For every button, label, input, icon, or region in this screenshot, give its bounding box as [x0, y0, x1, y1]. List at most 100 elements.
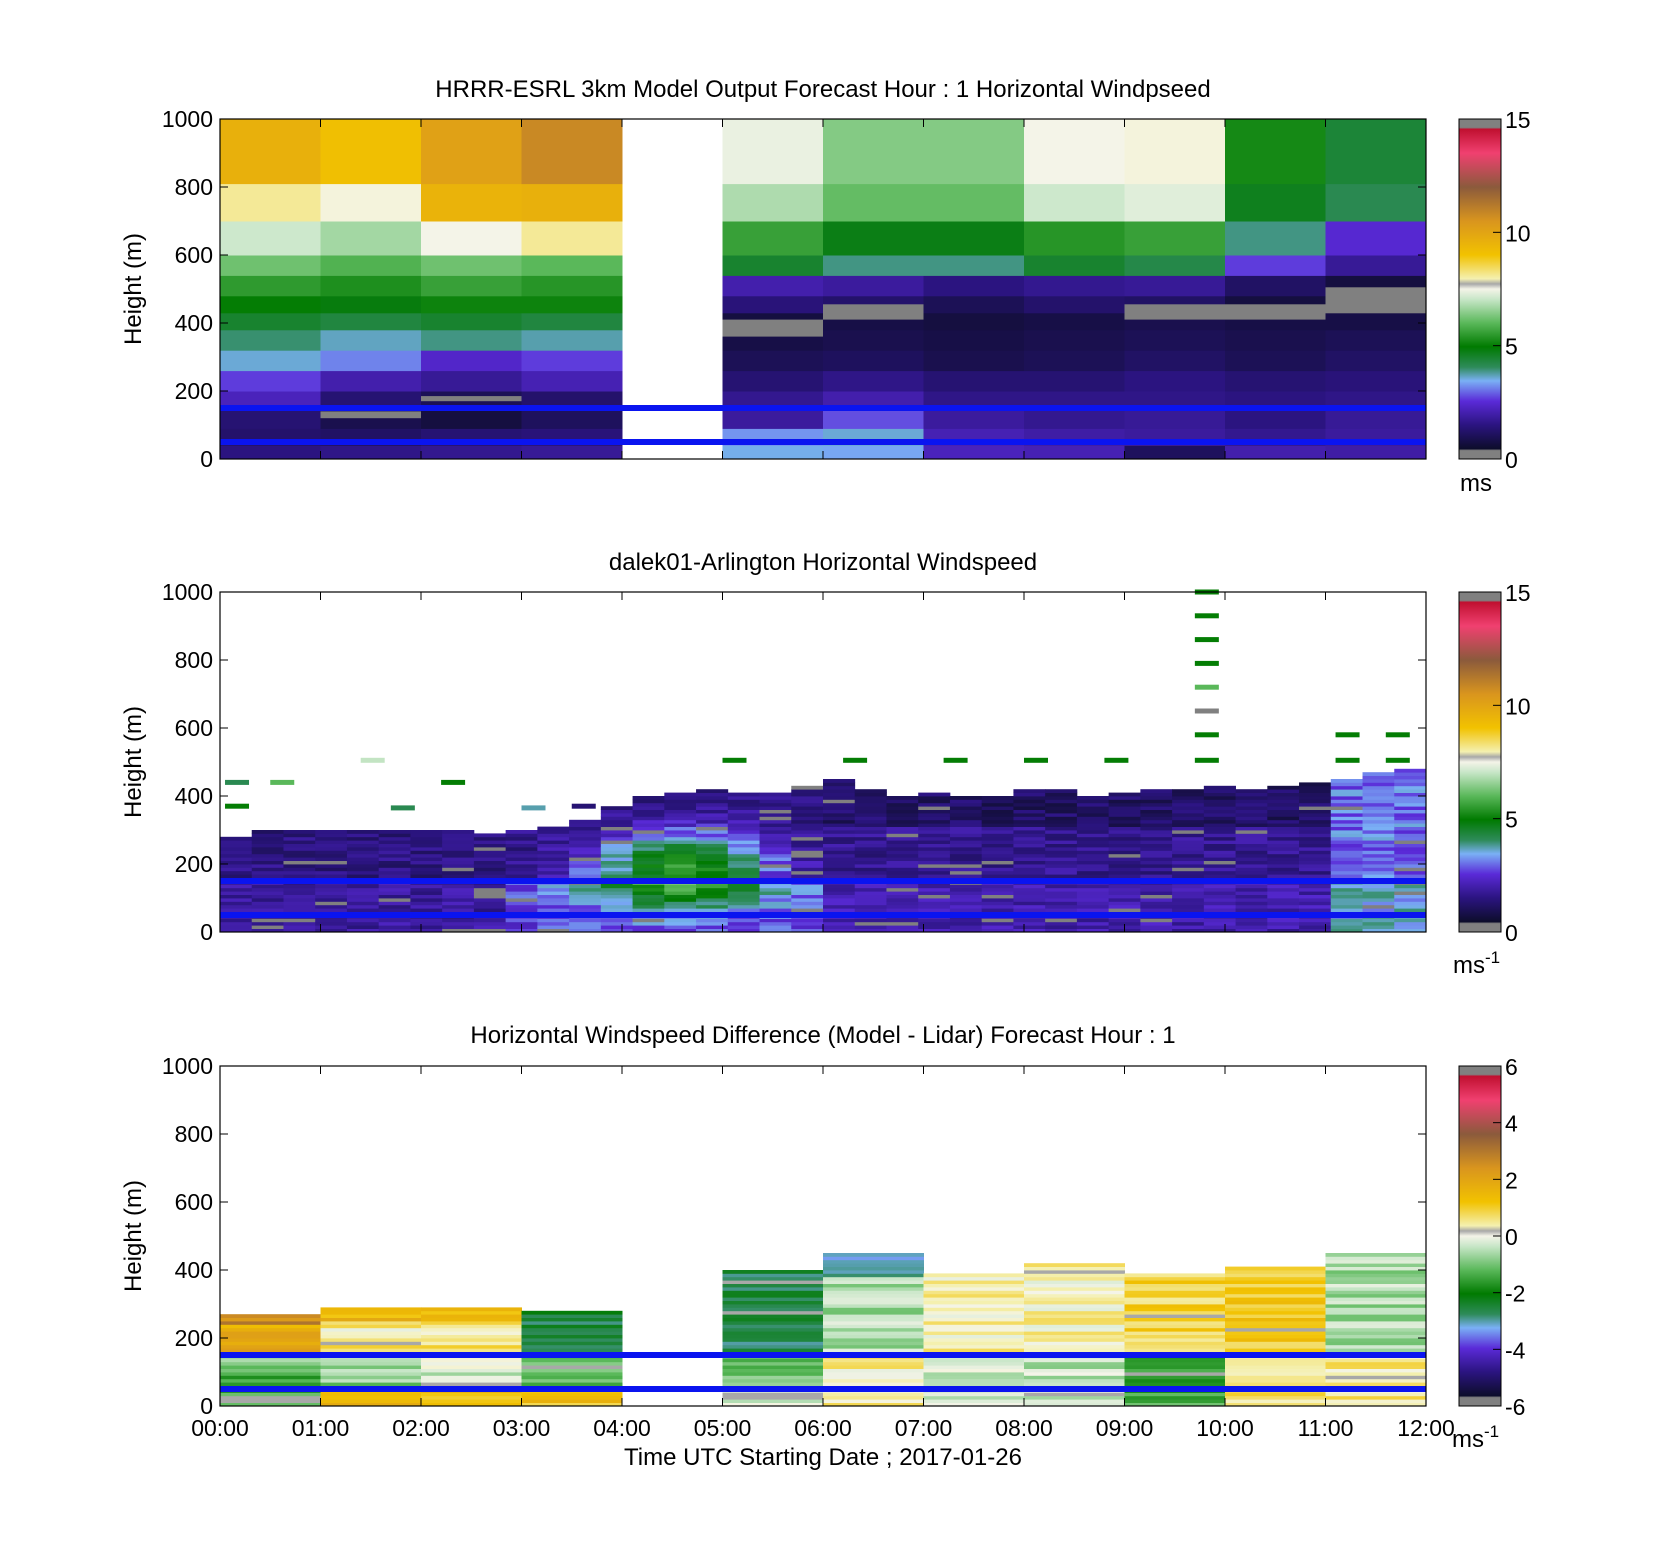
heatmap-cell [1124, 1392, 1226, 1397]
heatmap-cell [727, 894, 760, 899]
heatmap-cell [1235, 894, 1268, 899]
heatmap-cell [220, 1331, 321, 1335]
heatmap-cell [854, 819, 887, 824]
heatmap-cell [918, 857, 951, 861]
heatmap-cell [1124, 1304, 1226, 1308]
heatmap-cell [320, 1310, 422, 1315]
heatmap-cell [1299, 874, 1332, 878]
heatmap-cell [1267, 840, 1300, 844]
heatmap-cell [1124, 1344, 1226, 1349]
heatmap-cell [1076, 819, 1110, 824]
heatmap-cell [1108, 843, 1141, 848]
heatmap-cell [759, 836, 792, 841]
heatmap-cell [696, 847, 729, 851]
heatmap-cell [664, 928, 697, 933]
heatmap-cell [791, 874, 824, 878]
heatmap-cell [1225, 1399, 1326, 1403]
heatmap-cell [320, 1395, 422, 1400]
heatmap-cell [886, 921, 919, 926]
heatmap-cell [923, 1348, 1025, 1352]
heatmap-cell [1172, 918, 1205, 923]
heatmap-cell [696, 925, 729, 929]
heatmap-cell [1076, 830, 1110, 834]
heatmap-cell [220, 1314, 321, 1318]
heatmap-cell [346, 853, 380, 858]
heatmap-cell [1172, 830, 1205, 834]
heatmap-cell [886, 799, 919, 804]
heatmap-cell [521, 1392, 623, 1397]
heatmap-cell [886, 833, 919, 838]
heatmap-cell [220, 1358, 321, 1363]
heatmap-cell [442, 830, 475, 834]
heatmap-cell [664, 864, 697, 868]
heatmap-cell [1325, 1372, 1427, 1376]
heatmap-cell [1124, 1365, 1226, 1369]
heatmap-cell [823, 850, 856, 855]
heatmap-cell [1299, 867, 1332, 872]
heatmap-cell [664, 813, 697, 817]
heatmap-cell [1203, 867, 1236, 872]
heatmap-cell [923, 255, 1025, 276]
heatmap-cell [1124, 1331, 1226, 1335]
colorbar-gradient [1458, 118, 1502, 460]
heatmap-cell [981, 928, 1014, 933]
heatmap-cell [1325, 1327, 1427, 1332]
heatmap-cell [251, 843, 284, 848]
heatmap-cell [854, 830, 887, 834]
heatmap-cell [220, 870, 253, 875]
heatmap-cell [1045, 928, 1078, 933]
heatmap-cell [1267, 802, 1300, 807]
heatmap-cell [1330, 908, 1363, 912]
heatmap-cell [320, 255, 422, 276]
sparse-return [1024, 757, 1048, 763]
heatmap-cell [1267, 826, 1300, 831]
heatmap-cell [1325, 1334, 1427, 1339]
heatmap-cell [1203, 857, 1236, 861]
heatmap-cell [537, 864, 570, 868]
heatmap-cell [1225, 1300, 1326, 1305]
heatmap-cell [505, 853, 538, 858]
heatmap-cell [1235, 816, 1268, 821]
missing-cell [1124, 304, 1225, 320]
heatmap-cell [696, 891, 729, 895]
heatmap-cell [722, 1314, 824, 1318]
heatmap-cell [791, 884, 824, 889]
heatmap-cell [632, 864, 665, 868]
heatmap-cell [346, 908, 380, 912]
heatmap-cell [537, 874, 570, 878]
heatmap-cell [346, 870, 380, 875]
heatmap-cell [1203, 898, 1236, 902]
heatmap-cell [918, 860, 951, 865]
heatmap-cell [918, 806, 951, 810]
heatmap-cell [251, 887, 284, 892]
heatmap-cell [1325, 1402, 1427, 1407]
heatmap-cell [378, 928, 411, 933]
heatmap-cell [315, 836, 348, 841]
heatmap-cell [823, 1327, 924, 1332]
heatmap-cell [823, 901, 856, 906]
heatmap-cell [1140, 840, 1173, 844]
heatmap-cell [1203, 826, 1236, 831]
heatmap-cell [791, 870, 824, 875]
heatmap-cell [722, 1392, 824, 1397]
heatmap-cell [283, 833, 316, 838]
heatmap-cell [283, 870, 316, 875]
heatmap-cell [421, 1324, 522, 1329]
heatmap-cell [1124, 1314, 1226, 1318]
heatmap-cell [722, 1368, 824, 1373]
heatmap-cell [854, 921, 887, 926]
heatmap-cell [1299, 891, 1332, 895]
heatmap-cell [918, 874, 951, 878]
heatmap-cell [696, 908, 729, 912]
heatmap-cell [823, 823, 856, 827]
heatmap-cell [918, 904, 951, 909]
heatmap-cell [1225, 1297, 1326, 1301]
sparse-return [1104, 757, 1129, 763]
heatmap-cell [1299, 921, 1332, 926]
heatmap-cell [696, 884, 729, 889]
heatmap-cell [759, 799, 792, 804]
heatmap-cell [823, 1297, 924, 1301]
heatmap-cell [600, 901, 633, 906]
heatmap-cell [283, 847, 316, 851]
heatmap-cell [537, 830, 570, 834]
